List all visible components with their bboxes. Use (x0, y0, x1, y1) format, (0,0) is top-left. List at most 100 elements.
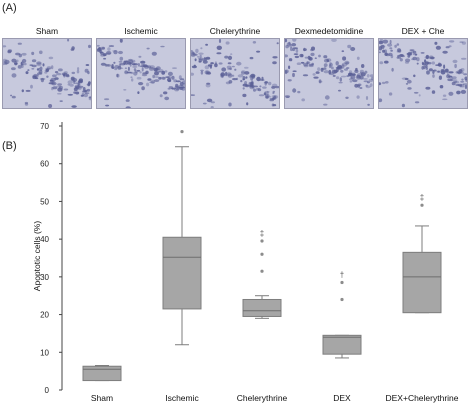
cell-nucleus (200, 47, 203, 50)
cell-nucleus (274, 85, 279, 89)
cell-nucleus (379, 51, 381, 54)
cell-nucleus (52, 86, 58, 90)
cell-nucleus (380, 44, 385, 50)
cell-nucleus (123, 89, 127, 91)
cell-nucleus (195, 48, 199, 53)
x-category-label: Ischemic (165, 393, 199, 403)
cell-nucleus (248, 81, 254, 85)
cell-nucleus (460, 80, 465, 83)
cell-nucleus (448, 71, 454, 74)
cell-nucleus (309, 56, 312, 61)
cell-nucleus (304, 56, 308, 59)
cell-nucleus (231, 74, 235, 77)
cell-nucleus (31, 68, 35, 70)
cell-nucleus (42, 63, 45, 67)
x-category-label: Sham (91, 393, 113, 403)
cell-nucleus (303, 48, 307, 51)
cell-nucleus (384, 60, 389, 64)
cell-nucleus (3, 45, 7, 48)
cell-nucleus (287, 79, 292, 82)
panel-b-label: (B) (2, 140, 17, 152)
cell-nucleus (292, 48, 295, 52)
cell-nucleus (312, 73, 316, 76)
cell-nucleus (52, 82, 55, 85)
cell-nucleus (303, 64, 309, 68)
cell-nucleus (365, 84, 368, 87)
cell-nucleus (416, 62, 419, 65)
cell-nucleus (146, 47, 150, 50)
cell-nucleus (34, 77, 39, 80)
tissue-section-graphic (3, 39, 91, 108)
cell-nucleus (356, 56, 360, 60)
micrograph-title: Chelerythrine (209, 26, 261, 36)
cell-nucleus (32, 75, 37, 78)
cell-nucleus (231, 65, 235, 68)
cell-nucleus (227, 73, 233, 78)
cell-nucleus (404, 77, 409, 81)
cell-nucleus (406, 79, 412, 84)
cell-nucleus (242, 87, 245, 90)
cell-nucleus (21, 89, 24, 93)
cell-nucleus (331, 39, 337, 42)
cell-nucleus (354, 83, 359, 88)
cell-nucleus (292, 88, 297, 93)
cell-nucleus (111, 66, 115, 69)
cell-nucleus (461, 57, 467, 60)
cell-nucleus (299, 53, 304, 58)
cell-nucleus (159, 94, 163, 98)
cell-nucleus (147, 78, 152, 81)
cell-nucleus (412, 56, 417, 61)
cell-nucleus (76, 87, 82, 90)
cell-nucleus (442, 98, 448, 101)
cell-nucleus (438, 75, 442, 80)
cell-nucleus (39, 50, 43, 55)
cell-nucleus (11, 73, 17, 78)
cell-nucleus (232, 78, 238, 81)
cell-nucleus (73, 87, 78, 92)
y-tick-label: 60 (40, 160, 49, 169)
cell-nucleus (149, 81, 155, 84)
cell-nucleus (221, 67, 227, 72)
cell-nucleus (388, 92, 393, 96)
cell-nucleus (31, 59, 37, 63)
cell-nucleus (293, 53, 299, 55)
cell-nucleus (227, 55, 233, 60)
cell-nucleus (131, 78, 134, 82)
cell-nucleus (179, 81, 184, 86)
cell-nucleus (442, 50, 448, 54)
cell-nucleus (340, 69, 344, 73)
cell-nucleus (400, 55, 405, 58)
cell-nucleus (207, 71, 211, 75)
cell-nucleus (216, 52, 222, 55)
cell-nucleus (209, 65, 212, 69)
cell-nucleus (24, 101, 29, 105)
cell-nucleus (178, 75, 182, 80)
cell-nucleus (344, 60, 350, 65)
cell-nucleus (264, 90, 270, 93)
cell-nucleus (143, 65, 149, 68)
cell-nucleus (175, 83, 179, 88)
cell-nucleus (200, 69, 204, 72)
cell-nucleus (48, 104, 53, 108)
cell-nucleus (379, 40, 384, 45)
cell-nucleus (167, 78, 172, 82)
y-tick-label: 70 (40, 122, 49, 131)
cell-nucleus (133, 68, 137, 72)
outlier-point (260, 269, 264, 273)
cell-nucleus (119, 39, 123, 43)
cell-nucleus (191, 50, 194, 54)
x-category-label: DEX+Chelerythrine (386, 393, 459, 403)
cell-nucleus (448, 91, 454, 96)
cell-nucleus (160, 45, 165, 48)
cell-nucleus (268, 95, 271, 98)
y-tick-label: 50 (40, 197, 49, 206)
cell-nucleus (413, 74, 416, 78)
cell-nucleus (105, 104, 110, 107)
cell-nucleus (257, 88, 262, 92)
cell-nucleus (313, 76, 319, 79)
cell-nucleus (404, 61, 410, 64)
cell-nucleus (414, 101, 420, 104)
cell-nucleus (130, 76, 133, 78)
cell-nucleus (210, 101, 215, 104)
cell-nucleus (44, 71, 48, 74)
